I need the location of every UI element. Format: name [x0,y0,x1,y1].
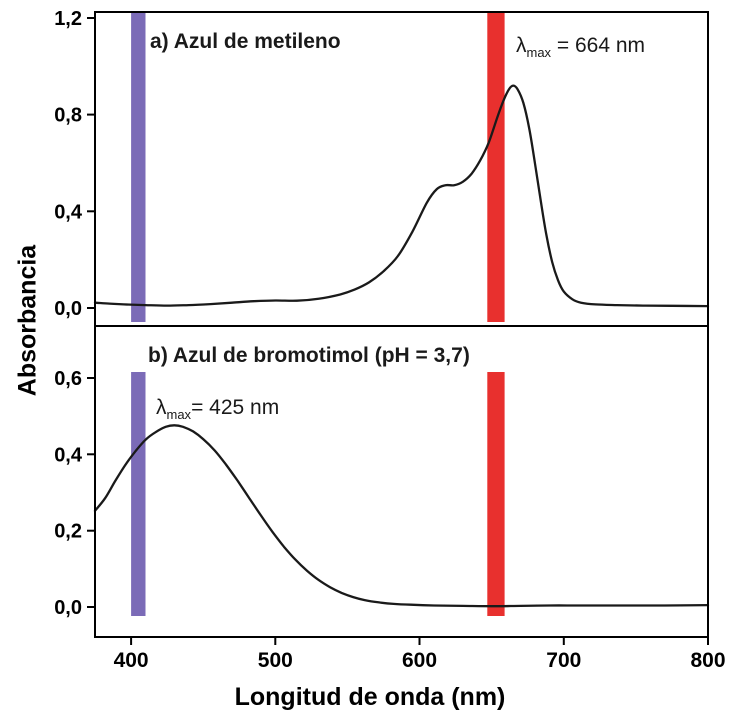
panel-b-lambda-max-annotation: λmax= 425 nm [156,396,280,422]
panel-frame-b [94,325,709,638]
y-tick-label-a: 1,2 [54,8,82,30]
x-tick-label: 600 [402,649,437,672]
x-tick-label: 400 [114,649,149,672]
spectrum-curve-b [93,424,710,608]
lambda-symbol: λ [516,34,527,57]
lambda-subscript: max [526,45,552,60]
x-tick-label: 500 [258,649,293,672]
panel-frame-a [94,11,709,327]
lambda-value: = 664 nm [551,34,646,57]
lambda-symbol: λ [156,396,167,419]
spectrum-curve-a [93,84,710,308]
y-tick-label-b: 0,2 [54,521,82,543]
panel-a-lambda-max-annotation: λmax = 664 nm [516,34,646,60]
y-tick-label-b: 0,6 [54,368,82,390]
y-tick-label-a: 0,0 [54,298,82,320]
x-tick-label: 800 [690,649,725,672]
y-tick-label-a: 0,8 [54,105,82,127]
violet-band-panel-b [131,372,146,616]
violet-band-panel-a [131,13,146,322]
lambda-value: = 425 nm [191,396,280,419]
red-band-panel-b [487,372,505,616]
lambda-subscript: max [166,407,192,422]
x-axis-title: Longitud de onda (nm) [234,683,506,711]
panel-b-label: b) Azul de bromotimol (pH = 3,7) [148,344,470,367]
panel-a-label: a) Azul de metileno [150,30,341,53]
red-band-panel-a [487,13,505,322]
x-tick-label: 700 [546,649,581,672]
y-axis-title: Absorbancia [13,244,42,397]
y-tick-label-a: 0,4 [54,201,83,223]
y-tick-label-b: 0,0 [54,597,82,619]
y-tick-label-b: 0,4 [54,444,83,466]
